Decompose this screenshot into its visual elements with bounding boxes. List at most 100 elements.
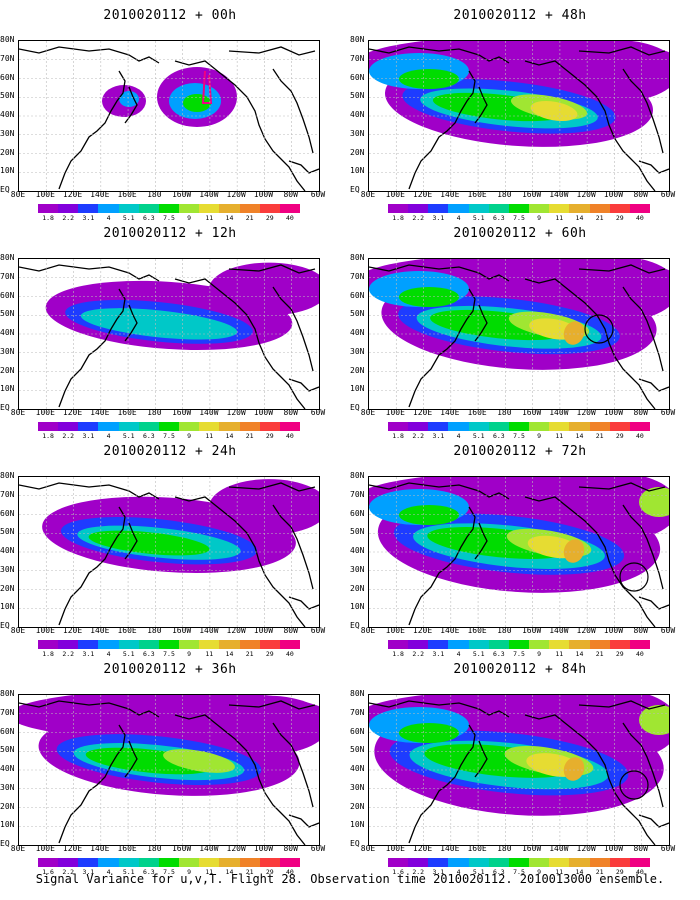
longitude-tick-label: 60W [310, 626, 326, 635]
longitude-tick-label: 140E [90, 626, 110, 635]
latitude-tick-label: 70N [350, 53, 365, 63]
colorbar-tick-label: 1.8 [42, 214, 54, 222]
colorbar-swatch [549, 858, 570, 867]
colorbar [38, 422, 301, 431]
latitude-tick-label: 80N [350, 689, 365, 698]
longitude-labels: 80E 100E 120E 140E 160E 180 160W 140W 120W 100W 80… [8, 845, 328, 855]
latitude-tick-label: 30N [350, 782, 365, 792]
longitude-labels: 80E 100E 120E 140E 160E 180 160W 140W 120W 100W 80… [358, 191, 678, 201]
colorbar-swatch [488, 640, 509, 649]
colorbar-swatch [569, 204, 590, 213]
latitude-tick-label: EQ [0, 403, 10, 412]
colorbar-swatch [428, 204, 449, 213]
colorbar-swatch [388, 858, 409, 867]
panel-title: 2010020112 + 72h [453, 444, 587, 459]
colorbar-tick-label: 7.5 [163, 214, 175, 222]
panel-title: 2010020112 + 36h [103, 662, 237, 677]
colorbar-tick-label: 7.5 [513, 868, 525, 876]
colorbar-tick-label: 40 [636, 432, 644, 440]
latitude-tick-label: 60N [0, 72, 15, 82]
colorbar-tick-label: 3.1 [82, 868, 95, 876]
variance-map [368, 476, 670, 628]
longitude-tick-label: 80E [360, 190, 376, 199]
latitude-tick-label: 40N [0, 546, 15, 555]
longitude-tick-label: 100W [603, 626, 624, 635]
longitude-tick-label: 100E [35, 190, 55, 199]
colorbar-swatch [448, 858, 469, 867]
longitude-tick-label: 140W [199, 844, 219, 853]
longitude-tick-label: 160E [467, 844, 487, 853]
colorbar-swatch [138, 640, 159, 649]
colorbar-swatch [408, 204, 429, 213]
longitude-labels: 80E 100E 120E 140E 160E 180 160W 140W 120W 100W 80… [8, 627, 328, 637]
observation-circle [619, 562, 649, 592]
map-panel: 2010020112 + 84h 80N 70N 60N 50N 40N 30N 20N 10N… [350, 662, 690, 876]
colorbar-tick-label: 11 [205, 432, 214, 440]
colorbar-tick-label: 5.1 [472, 214, 485, 222]
longitude-tick-label: 120E [412, 626, 433, 635]
colorbar-swatch [629, 858, 651, 867]
colorbar-swatch [118, 204, 139, 213]
colorbar-tick-label: 6.3 [492, 432, 505, 440]
latitude-tick-label: 10N [0, 820, 15, 830]
longitude-tick-label: 160W [171, 844, 192, 853]
colorbar-swatch [158, 858, 180, 867]
colorbar-swatch [408, 858, 429, 867]
longitude-labels: 80E 100E 120E 140E 160E 180 160W 140W 120W 100W 80… [8, 409, 328, 419]
colorbar-swatch [259, 422, 280, 431]
colorbar-swatch [488, 422, 509, 431]
longitude-tick-label: 100E [35, 844, 55, 853]
longitude-tick-label: 160E [117, 844, 137, 853]
map-panel: 2010020112 + 00h 80N 70N 60N 50N 40N 30N 20N 10N… [0, 8, 340, 222]
colorbar-swatch [468, 422, 489, 431]
colorbar-swatch [219, 858, 240, 867]
latitude-tick-label: 70N [0, 707, 15, 717]
latitude-tick-label: 30N [0, 782, 15, 792]
variance-map [18, 476, 320, 628]
longitude-tick-label: 60W [310, 844, 326, 853]
longitude-tick-label: 140W [199, 626, 219, 635]
latitude-labels: 80N 70N 60N 50N 40N 30N 20N 10N EQ [0, 690, 18, 850]
longitude-tick-label: 80W [283, 408, 298, 417]
longitude-tick-label: 160E [467, 408, 487, 417]
colorbar-tick-label: 1.6 [392, 868, 404, 876]
colorbar-swatch [609, 640, 630, 649]
latitude-tick-label: 40N [0, 764, 15, 773]
colorbar-tick-label: 4 [106, 432, 111, 440]
panel-title: 2010020112 + 48h [453, 8, 587, 23]
longitude-tick-label: 80E [10, 408, 26, 417]
colorbar-swatch [239, 640, 260, 649]
colorbar-swatch [488, 858, 509, 867]
colorbar-swatch [569, 422, 590, 431]
colorbar-swatch [138, 858, 159, 867]
colorbar-tick-label: 5.1 [472, 868, 485, 876]
colorbar-swatch [98, 422, 119, 431]
colorbar-tick-label: 5.1 [122, 432, 135, 440]
colorbar-tick-label: 3.1 [82, 650, 95, 658]
colorbar [388, 858, 651, 867]
colorbar-swatch [179, 204, 200, 213]
colorbar-swatch [38, 640, 59, 649]
colorbar-swatch [629, 422, 651, 431]
longitude-tick-label: 100W [253, 844, 274, 853]
latitude-tick-label: 70N [0, 489, 15, 499]
longitude-labels: 80E 100E 120E 140E 160E 180 160W 140W 120W 100W 80… [358, 627, 678, 637]
colorbar-tick-label: 2.2 [62, 868, 75, 876]
longitude-tick-label: 140E [440, 626, 460, 635]
colorbar [38, 640, 301, 649]
variance-map [18, 258, 320, 410]
colorbar-tick-label: 21 [245, 214, 254, 222]
longitude-tick-label: 100E [385, 408, 405, 417]
colorbar-swatch [408, 640, 429, 649]
longitude-tick-label: 80W [283, 844, 298, 853]
latitude-labels: 80N 70N 60N 50N 40N 30N 20N 10N EQ [0, 472, 18, 632]
colorbar-tick-label: 21 [595, 432, 604, 440]
latitude-labels: 80N 70N 60N 50N 40N 30N 20N 10N EQ [350, 36, 368, 196]
colorbar-labels: 1.6 2.2 3.1 4 5.1 6.3 7.5 9 11 14 21 29 40 [388, 869, 650, 877]
colorbar-swatch [158, 204, 180, 213]
colorbar-swatch [179, 640, 200, 649]
colorbar-tick-label: 11 [205, 214, 214, 222]
latitude-tick-label: 50N [350, 527, 365, 537]
longitude-tick-label: 120E [62, 408, 83, 417]
latitude-tick-label: 10N [0, 166, 15, 176]
